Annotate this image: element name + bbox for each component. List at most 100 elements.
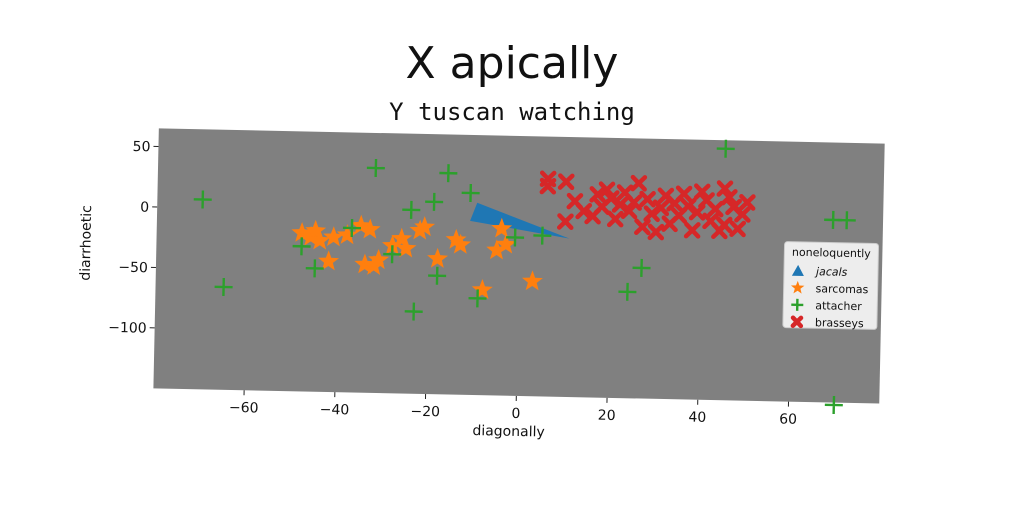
brasseys-point — [716, 180, 734, 198]
brasseys-point — [557, 173, 575, 191]
x-tick-label: −60 — [229, 400, 259, 417]
attacher-point — [342, 218, 361, 238]
attacher-point — [383, 245, 402, 264]
sarcomas-point — [354, 253, 376, 274]
attacher-point — [439, 164, 458, 183]
y-tick-label: 0 — [140, 200, 149, 216]
sarcomas-point — [368, 249, 390, 270]
sarcomas-point — [445, 228, 467, 249]
brasseys-point — [647, 223, 665, 241]
attacher-point — [533, 226, 552, 245]
attacher-point — [506, 228, 525, 247]
attacher-point — [632, 258, 651, 277]
attacher-point — [292, 237, 311, 256]
brasseys-point — [738, 194, 756, 211]
x-tick-label: −20 — [410, 404, 440, 421]
sarcomas-point — [486, 239, 508, 260]
y-tick-label: −50 — [118, 260, 148, 277]
attacher-point — [404, 302, 423, 321]
brasseys-point — [675, 185, 693, 203]
y-tick-label: 50 — [132, 139, 150, 155]
brasseys-point — [688, 203, 706, 221]
legend-title: noneloquently — [792, 246, 872, 261]
legend-label: attacher — [815, 299, 862, 313]
legend-jacals-marker — [791, 264, 804, 276]
brasseys-point — [720, 188, 738, 206]
brasseys-point — [589, 186, 607, 203]
chart-title: X apically — [405, 38, 619, 89]
attacher-point — [214, 277, 233, 297]
brasseys-point — [556, 213, 574, 230]
legend-box — [782, 241, 880, 330]
sarcomas-point — [491, 217, 513, 238]
sarcomas-point — [391, 227, 413, 248]
legend-attacher-marker — [791, 298, 804, 311]
sarcomas-point — [318, 250, 340, 271]
brasseys-point — [575, 202, 593, 220]
brasseys-point — [683, 221, 701, 239]
y-axis-label: diarrhoetic — [78, 205, 96, 281]
x-tick-label: −40 — [320, 402, 350, 419]
attacher-point — [468, 289, 487, 308]
legend-label: jacals — [814, 265, 848, 279]
series-jacals — [470, 202, 570, 239]
attacher-point — [305, 259, 324, 278]
attacher-point — [824, 395, 843, 415]
plot-area — [153, 128, 885, 404]
brasseys-point — [639, 190, 656, 208]
legend-label: brasseys — [815, 316, 864, 330]
brasseys-point — [620, 202, 638, 220]
brasseys-point — [598, 181, 616, 199]
sarcomas-point — [291, 222, 313, 243]
attacher-point — [837, 211, 856, 230]
legend-sarcomas-marker — [790, 280, 805, 294]
brasseys-point — [539, 177, 557, 195]
x-tick-label: 0 — [511, 406, 520, 422]
sarcomas-point — [495, 233, 517, 254]
attacher-point — [716, 139, 735, 158]
sarcomas-point — [350, 214, 372, 235]
brasseys-point — [729, 220, 747, 238]
sarcomas-point — [395, 237, 417, 258]
sarcomas-point — [427, 247, 449, 268]
brasseys-point — [630, 174, 648, 192]
sarcomas-point — [359, 218, 381, 239]
x-tick-label: 40 — [688, 410, 706, 426]
brasseys-point — [715, 216, 733, 234]
brasseys-point — [652, 199, 670, 217]
sarcomas-point — [336, 224, 358, 245]
sarcomas-point — [521, 270, 543, 291]
attacher-point — [402, 200, 421, 219]
brasseys-point — [634, 218, 651, 236]
sarcomas-point — [450, 233, 472, 254]
jacals-shape — [470, 202, 570, 239]
brasseys-point — [707, 200, 724, 218]
y-axis: 50 0 −50 −100 — [108, 139, 159, 337]
series-brasseys — [539, 170, 756, 241]
legend-brasseys-marker — [790, 315, 804, 329]
brasseys-point — [625, 194, 643, 211]
series-attacher — [193, 139, 856, 415]
sarcomas-point — [305, 219, 327, 240]
attacher-point — [193, 190, 212, 209]
x-axis-label: diagonally — [472, 423, 545, 441]
attacher-point — [428, 266, 447, 285]
series-sarcomas — [291, 214, 543, 300]
x-axis: −60 −40 −20 0 20 40 60 — [229, 390, 797, 428]
legend: noneloquently jacals sarcomas attacher bras… — [782, 241, 880, 330]
sarcomas-point — [323, 226, 345, 247]
brasseys-point — [734, 206, 751, 223]
y-tick-label: −100 — [108, 320, 147, 337]
sarcomas-point — [414, 216, 436, 237]
attacher-point — [461, 183, 480, 203]
x-tick-label: 20 — [598, 408, 616, 424]
chart-subtitle: Y tuscan watching — [389, 98, 635, 126]
x-tick-label: 60 — [779, 411, 797, 427]
sarcomas-point — [309, 229, 331, 250]
brasseys-point — [606, 210, 624, 228]
brasseys-point — [693, 183, 711, 201]
data-marks — [193, 139, 856, 415]
attacher-point — [366, 159, 385, 178]
